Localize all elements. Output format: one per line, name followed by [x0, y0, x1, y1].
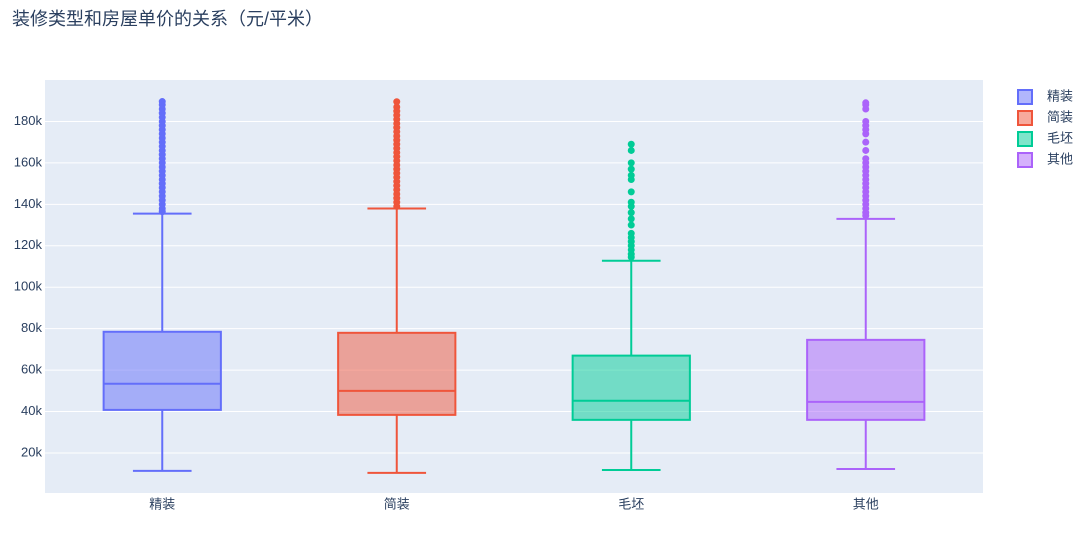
legend-label: 简装: [1047, 109, 1073, 124]
y-tick-label: 20k: [21, 444, 42, 459]
box: [102, 330, 222, 411]
y-tick-label: 40k: [21, 403, 42, 418]
chart-title: 装修类型和房屋单价的关系（元/平米）: [12, 9, 323, 29]
outlier: [862, 138, 870, 146]
y-tick-label: 140k: [14, 196, 43, 211]
outlier: [627, 221, 635, 229]
y-tick-label: 120k: [14, 237, 43, 252]
y-tick-label: 60k: [21, 362, 42, 377]
outlier: [862, 146, 870, 154]
x-tick-label: 毛坯: [618, 496, 644, 511]
outlier: [627, 209, 635, 217]
y-tick-label: 80k: [21, 320, 42, 335]
outlier: [627, 159, 635, 167]
outlier: [627, 165, 635, 173]
x-tick-label: 精装: [149, 496, 175, 511]
outlier: [627, 146, 635, 154]
outlier: [393, 98, 401, 106]
x-tick-label: 简装: [384, 496, 410, 511]
box: [571, 354, 691, 421]
outlier: [627, 171, 635, 179]
y-tick-label: 180k: [14, 113, 43, 128]
outlier: [158, 98, 166, 106]
outlier: [393, 103, 401, 111]
y-tick-label: 100k: [14, 279, 43, 294]
outlier: [627, 188, 635, 196]
box: [337, 331, 457, 416]
outlier: [627, 140, 635, 148]
outlier: [627, 198, 635, 206]
y-tick-label: 160k: [14, 154, 43, 169]
box: [806, 338, 926, 421]
outlier: [627, 215, 635, 223]
outlier: [627, 229, 635, 237]
plot-area: [45, 80, 983, 493]
legend-label: 毛坯: [1047, 130, 1073, 145]
legend-swatch: [1017, 89, 1033, 105]
legend-swatch: [1017, 131, 1033, 147]
legend-swatch: [1017, 110, 1033, 126]
legend-swatch: [1017, 152, 1033, 168]
legend-label: 精装: [1047, 88, 1073, 103]
outlier: [862, 117, 870, 125]
outlier: [862, 99, 870, 107]
outlier: [862, 155, 870, 163]
x-tick-label: 其他: [853, 496, 879, 511]
legend-label: 其他: [1047, 151, 1073, 166]
